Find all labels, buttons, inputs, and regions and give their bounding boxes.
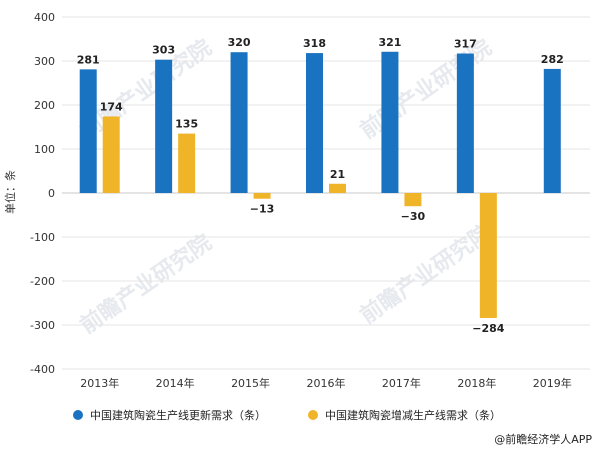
data-label-change: 21 xyxy=(330,168,345,181)
y-tick-label: -400 xyxy=(30,363,55,376)
x-tick-label: 2018年 xyxy=(457,376,496,390)
gridlines xyxy=(62,16,590,370)
x-tick-label: 2014年 xyxy=(156,376,195,390)
data-label-renewal: 320 xyxy=(228,36,251,49)
bar-change xyxy=(479,193,497,318)
data-label-change: −284 xyxy=(472,322,505,335)
x-tick-label: 2019年 xyxy=(533,376,572,390)
data-label-renewal: 281 xyxy=(77,53,100,66)
bar-renewal xyxy=(79,69,97,193)
legend-label-change: 中国建筑陶瓷增减生产线需求（条） xyxy=(325,408,501,422)
x-axis-ticks: 2013年 2014年 2015年 2016年 2017年 2018年 2019年 xyxy=(80,376,572,390)
bar-renewal xyxy=(543,68,561,193)
y-tick-label: 0 xyxy=(48,187,55,200)
data-label-change: 135 xyxy=(175,118,198,131)
bar-change xyxy=(404,193,422,207)
bar-renewal xyxy=(306,53,323,193)
y-axis-ticks: 400 300 200 100 0 -100 -200 -300 -400 xyxy=(30,11,55,376)
watermark-text: 前瞻产业研究院 xyxy=(355,34,496,144)
legend-marker-change xyxy=(308,410,318,420)
x-tick-label: 2016年 xyxy=(307,376,346,390)
x-tick-label: 2015年 xyxy=(231,376,270,390)
legend-marker-renewal xyxy=(73,410,83,420)
data-labels: 281 174 303 135 320 −13 318 21 321 −30 317 −284 282 xyxy=(77,36,564,335)
data-label-change: −30 xyxy=(401,210,426,223)
y-tick-label: -200 xyxy=(30,275,55,288)
bars xyxy=(79,51,561,318)
y-tick-label: 400 xyxy=(34,11,55,24)
y-tick-label: -100 xyxy=(30,231,55,244)
watermark-text: 前瞻产业研究院 xyxy=(355,219,496,329)
y-tick-label: -300 xyxy=(30,319,55,332)
data-label-renewal: 321 xyxy=(378,36,401,49)
bar-renewal xyxy=(230,52,248,194)
x-tick-label: 2013年 xyxy=(80,376,119,390)
bar-change xyxy=(102,116,120,193)
y-axis-label: 单位：条 xyxy=(3,170,17,214)
bar-change xyxy=(253,193,271,199)
y-tick-label: 100 xyxy=(34,143,55,156)
bar-renewal xyxy=(155,59,173,194)
data-label-change: 174 xyxy=(100,100,123,113)
legend: 中国建筑陶瓷生产线更新需求（条） 中国建筑陶瓷增减生产线需求（条） xyxy=(73,408,501,422)
data-label-renewal: 303 xyxy=(152,44,175,57)
bar-renewal xyxy=(381,51,399,194)
legend-label-renewal: 中国建筑陶瓷生产线更新需求（条） xyxy=(90,408,266,422)
x-tick-label: 2017年 xyxy=(382,376,421,390)
data-label-renewal: 317 xyxy=(454,38,477,51)
watermark-text: 前瞻产业研究院 xyxy=(75,229,216,339)
y-tick-label: 200 xyxy=(34,99,55,112)
data-label-change: −13 xyxy=(250,203,275,216)
data-label-renewal: 282 xyxy=(541,53,564,66)
source-credit: @前瞻经济学人APP xyxy=(494,432,592,446)
y-tick-label: 300 xyxy=(34,55,55,68)
data-label-renewal: 318 xyxy=(303,37,326,50)
bar-change xyxy=(178,133,196,193)
bar-renewal xyxy=(456,53,474,193)
bar-change xyxy=(329,183,346,193)
